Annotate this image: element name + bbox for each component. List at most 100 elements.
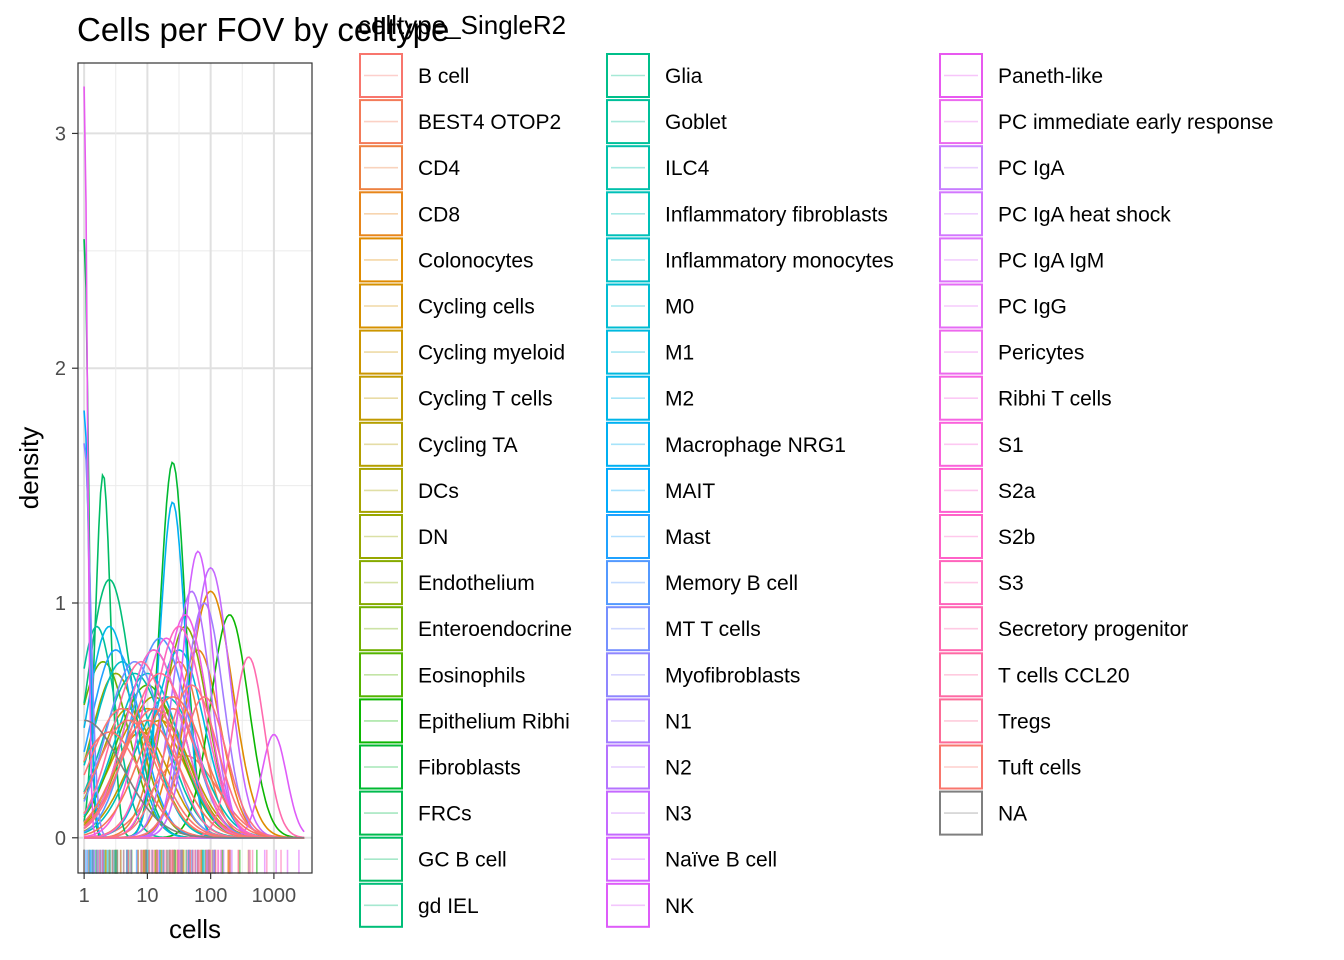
legend-key	[939, 283, 983, 329]
legend-key	[359, 145, 403, 191]
legend-key	[606, 53, 650, 98]
legend-key	[359, 283, 403, 329]
x-tick-label: 10	[136, 885, 158, 907]
legend-key	[939, 560, 983, 606]
legend-key	[939, 744, 983, 790]
legend-label: Inflammatory monocytes	[665, 249, 894, 272]
legend-label: Macrophage NRG1	[665, 434, 846, 457]
legend-key	[606, 283, 650, 329]
legend-key	[939, 606, 983, 652]
legend-key	[606, 145, 650, 191]
legend-key	[606, 790, 650, 836]
legend-key	[606, 421, 650, 467]
legend: B cell BEST4 OTOP2 CD4 CD8 Colonocytes Cyclin…	[359, 53, 1273, 928]
legend-label: M1	[665, 342, 694, 365]
legend-label: Paneth-like	[998, 65, 1103, 88]
legend-label: Epithelium Ribhi	[418, 710, 570, 733]
legend-key	[939, 698, 983, 744]
legend-label: Secretory progenitor	[998, 618, 1188, 641]
legend-key	[939, 191, 983, 237]
legend-label: B cell	[418, 65, 469, 88]
legend-label: DCs	[418, 480, 459, 503]
legend-label: Tuft cells	[998, 757, 1081, 780]
legend-key	[359, 790, 403, 836]
legend-label: CD8	[418, 203, 460, 226]
legend-key	[359, 467, 403, 513]
legend-key	[606, 99, 650, 145]
legend-label: Cycling TA	[418, 434, 518, 457]
legend-label: PC IgA heat shock	[998, 203, 1171, 226]
legend-label: N1	[665, 710, 692, 733]
legend-label: S2b	[998, 526, 1035, 549]
legend-key	[359, 329, 403, 375]
legend-key	[606, 467, 650, 513]
legend-label: CD4	[418, 157, 460, 180]
legend-label: Colonocytes	[418, 249, 534, 272]
y-tick-label: 1	[55, 593, 66, 615]
legend-key	[606, 514, 650, 559]
legend-key	[606, 836, 650, 882]
legend-key	[606, 652, 650, 698]
legend-key	[939, 53, 983, 98]
y-tick-label: 2	[55, 358, 66, 380]
legend-label: Fibroblasts	[418, 757, 521, 780]
legend-label: Inflammatory fibroblasts	[665, 203, 888, 226]
legend-key	[939, 329, 983, 375]
rug-marks	[83, 849, 300, 874]
legend-label: Tregs	[998, 710, 1051, 733]
y-axis: 0 1 2 3	[55, 123, 78, 850]
legend-key	[606, 375, 650, 421]
legend-label: Endothelium	[418, 572, 535, 595]
legend-key	[359, 237, 403, 283]
legend-label: DN	[418, 526, 448, 549]
density-curve	[84, 719, 305, 839]
legend-key	[939, 652, 983, 698]
chart-title: Cells per FOV by celltype	[77, 11, 449, 48]
legend-key	[939, 421, 983, 467]
legend-label: BEST4 OTOP2	[418, 111, 561, 134]
legend-label: Ribhi T cells	[998, 388, 1112, 411]
legend-label: Cycling myeloid	[418, 342, 565, 365]
legend-key	[939, 145, 983, 191]
legend-label: S1	[998, 434, 1024, 457]
legend-label: Eosinophils	[418, 664, 525, 687]
legend-label: NA	[998, 803, 1027, 826]
legend-label: PC IgA	[998, 157, 1065, 180]
legend-label: Pericytes	[998, 342, 1084, 365]
legend-key	[939, 237, 983, 283]
legend-label: M2	[665, 388, 694, 411]
legend-key	[606, 191, 650, 237]
legend-key	[939, 99, 983, 145]
legend-key	[359, 99, 403, 145]
legend-label: Naïve B cell	[665, 849, 777, 872]
legend-label: NK	[665, 895, 694, 918]
legend-label: Cycling cells	[418, 296, 535, 319]
legend-label: N3	[665, 803, 692, 826]
legend-label: ILC4	[665, 157, 710, 180]
legend-key	[359, 53, 403, 98]
legend-key	[606, 329, 650, 375]
legend-label: Glia	[665, 65, 703, 88]
legend-key	[359, 698, 403, 744]
density-curves	[83, 86, 305, 839]
legend-key	[939, 375, 983, 421]
legend-label: T cells CCL20	[998, 664, 1130, 687]
legend-label: gd IEL	[418, 895, 479, 918]
legend-key	[359, 882, 403, 928]
legend-label: MAIT	[665, 480, 715, 503]
legend-key	[606, 606, 650, 652]
x-tick-label: 100	[194, 885, 227, 907]
legend-key	[606, 744, 650, 790]
legend-label: N2	[665, 757, 692, 780]
legend-key	[939, 790, 983, 836]
legend-label: FRCs	[418, 803, 472, 826]
legend-label: Goblet	[665, 111, 727, 134]
legend-key	[939, 514, 983, 559]
x-tick-label: 1	[79, 885, 90, 907]
y-tick-label: 0	[55, 828, 66, 850]
x-tick-label: 1000	[252, 885, 297, 907]
legend-key	[359, 744, 403, 790]
legend-label: Memory B cell	[665, 572, 798, 595]
density-curve	[84, 696, 305, 839]
